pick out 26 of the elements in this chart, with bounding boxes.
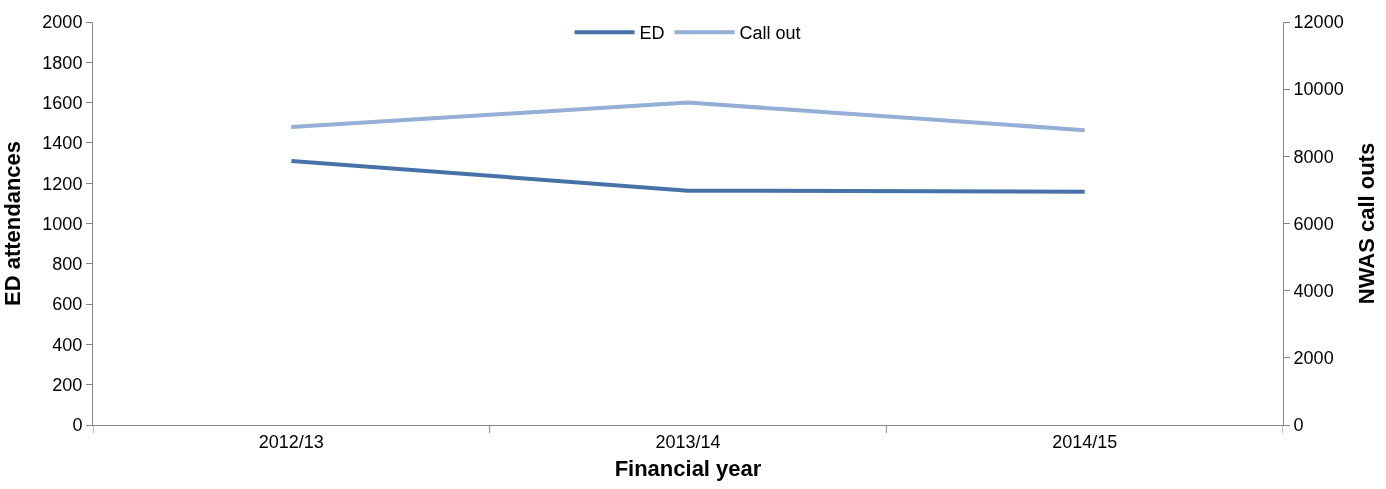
y-tick-label: 400 xyxy=(52,334,83,355)
y-tick-label: 1000 xyxy=(42,213,83,234)
y2-tick-label: 0 xyxy=(1293,415,1304,436)
x-axis-title: Financial year xyxy=(614,456,762,482)
y2-tick-label: 8000 xyxy=(1293,146,1334,167)
y2-tick-label: 12000 xyxy=(1293,12,1344,33)
y-tick-label: 800 xyxy=(52,254,83,275)
y2-tick-label: 2000 xyxy=(1293,348,1334,369)
x-tick-label: 2014/15 xyxy=(1052,431,1118,452)
y2-tick-label: 4000 xyxy=(1293,280,1334,301)
x-tick-label: 2013/14 xyxy=(655,431,721,452)
y-tick-label: 1200 xyxy=(42,173,83,194)
y-tick-label: 2000 xyxy=(42,12,83,33)
y-tick-label: 600 xyxy=(52,294,83,315)
y2-axis-title: NWAS call outs xyxy=(1353,142,1379,305)
legend-label: Call out xyxy=(739,23,801,44)
legend-label: ED xyxy=(639,23,665,44)
y-tick-label: 0 xyxy=(72,415,83,436)
y-tick-label: 1600 xyxy=(42,92,83,113)
x-tick-label: 2012/13 xyxy=(258,431,324,452)
y-tick-label: 1400 xyxy=(42,133,83,154)
y2-tick-label: 6000 xyxy=(1293,213,1334,234)
y-tick-label: 200 xyxy=(52,375,83,395)
y2-tick-label: 10000 xyxy=(1293,79,1344,100)
y-tick-label: 1800 xyxy=(42,52,83,73)
y-axis-title: ED attendances xyxy=(0,140,26,307)
